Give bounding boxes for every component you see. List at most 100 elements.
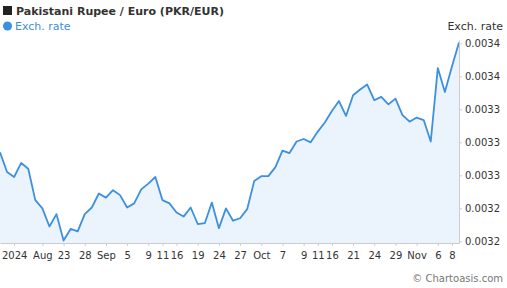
x-tick: Sep bbox=[97, 243, 116, 261]
x-tick-mark bbox=[177, 243, 178, 246]
y-tick-mark bbox=[459, 175, 462, 176]
chart: 2024Aug2328Sep591116192427Oct79111621242… bbox=[0, 0, 507, 288]
y-tick: 0.0033 bbox=[459, 137, 500, 148]
x-tick-mark bbox=[85, 243, 86, 246]
x-tick-mark bbox=[353, 243, 354, 246]
x-tick-label: 24 bbox=[368, 250, 381, 261]
x-tick-mark bbox=[162, 243, 163, 246]
x-tick-label: 21 bbox=[347, 250, 360, 261]
x-tick-label: 19 bbox=[192, 250, 205, 261]
x-tick: 6 bbox=[435, 243, 441, 261]
x-tick-label: 8 bbox=[449, 250, 455, 261]
x-tick: 5 bbox=[124, 243, 130, 261]
x-tick-mark bbox=[42, 243, 43, 246]
series-group bbox=[0, 42, 459, 243]
x-tick-label: Sep bbox=[97, 250, 116, 261]
x-tick-mark bbox=[240, 243, 241, 246]
x-tick: 9 bbox=[146, 243, 152, 261]
y-tick-label: 0.0033 bbox=[465, 137, 500, 148]
x-tick-mark bbox=[304, 243, 305, 246]
y-tick-label: 0.0033 bbox=[465, 104, 500, 115]
y-tick: 0.0034 bbox=[459, 71, 500, 82]
y-tick-label: 0.0034 bbox=[465, 71, 500, 82]
y-tick-label: 0.0032 bbox=[465, 203, 500, 214]
x-tick: 11 bbox=[312, 243, 325, 261]
x-tick-mark bbox=[148, 243, 149, 246]
legend-marker bbox=[3, 22, 12, 31]
x-tick-label: 7 bbox=[280, 250, 286, 261]
x-tick-label: 5 bbox=[124, 250, 130, 261]
y-tick-label: 0.0033 bbox=[465, 170, 500, 181]
x-tick-label: 11 bbox=[157, 250, 170, 261]
x-tick-label: 9 bbox=[301, 250, 307, 261]
x-tick: 8 bbox=[449, 243, 455, 261]
area-fill bbox=[0, 42, 459, 243]
x-tick-label: 16 bbox=[171, 250, 184, 261]
y-tick: 0.0034 bbox=[459, 38, 500, 49]
y-tick-mark bbox=[459, 142, 462, 143]
x-tick-label: 16 bbox=[326, 250, 339, 261]
x-tick: 11 bbox=[157, 243, 170, 261]
x-tick: 24 bbox=[368, 243, 381, 261]
x-tick-label: 6 bbox=[435, 250, 441, 261]
x-tick: 24 bbox=[213, 243, 226, 261]
y-axis: 0.0032 0.0032 0.0033 0.0033 0.0033 0.0034 0.00… bbox=[459, 38, 500, 247]
x-tick: 19 bbox=[192, 243, 205, 261]
x-tick-label: 27 bbox=[234, 250, 247, 261]
x-tick-mark bbox=[374, 243, 375, 246]
x-tick-mark bbox=[14, 243, 15, 246]
x-tick-mark bbox=[219, 243, 220, 246]
x-tick-label: Oct bbox=[253, 250, 270, 261]
x-tick: 16 bbox=[171, 243, 184, 261]
y-tick: 0.0032 bbox=[459, 203, 500, 214]
y-tick: 0.0032 bbox=[459, 236, 500, 247]
y-tick-label: 0.0032 bbox=[465, 236, 500, 247]
y-axis-line bbox=[459, 41, 460, 244]
x-tick-label: 24 bbox=[213, 250, 226, 261]
x-tick-mark bbox=[438, 243, 439, 246]
y-tick-label: 0.0034 bbox=[465, 38, 500, 49]
x-tick-mark bbox=[282, 243, 283, 246]
title-marker bbox=[3, 6, 12, 15]
y-tick: 0.0033 bbox=[459, 104, 500, 115]
x-tick-mark bbox=[452, 243, 453, 246]
x-tick-mark bbox=[106, 243, 107, 246]
y-tick-mark bbox=[459, 76, 462, 77]
x-tick: 21 bbox=[347, 243, 360, 261]
x-tick-label: 28 bbox=[79, 250, 92, 261]
credit: © Chartoasis.com bbox=[412, 273, 503, 284]
x-tick-mark bbox=[417, 243, 418, 246]
x-tick-label: 29 bbox=[390, 250, 403, 261]
x-tick: Aug bbox=[33, 243, 53, 261]
y-tick: 0.0033 bbox=[459, 170, 500, 181]
x-tick: 27 bbox=[234, 243, 247, 261]
x-tick-mark bbox=[64, 243, 65, 246]
x-tick-label: 9 bbox=[146, 250, 152, 261]
legend-label: Exch. rate bbox=[15, 20, 71, 33]
x-axis: 2024Aug2328Sep591116192427Oct79111621242… bbox=[1, 243, 460, 261]
x-tick: 7 bbox=[280, 243, 286, 261]
x-tick-mark bbox=[127, 243, 128, 246]
x-tick-label: Aug bbox=[33, 250, 53, 261]
x-tick: 16 bbox=[326, 243, 339, 261]
line bbox=[0, 42, 459, 240]
x-tick-mark bbox=[261, 243, 262, 246]
x-tick: 23 bbox=[58, 243, 71, 261]
y-tick-mark bbox=[459, 208, 462, 209]
x-tick-label: 23 bbox=[58, 250, 71, 261]
x-tick-mark bbox=[198, 243, 199, 246]
x-tick: 2024 bbox=[2, 243, 27, 261]
legend: Pakistani Rupee / Euro (PKR/EUR) Exch. ra… bbox=[3, 5, 224, 33]
x-tick-mark bbox=[395, 243, 396, 246]
x-tick: Oct bbox=[253, 243, 270, 261]
x-tick: 9 bbox=[301, 243, 307, 261]
title: Pakistani Rupee / Euro (PKR/EUR) bbox=[16, 5, 224, 18]
plot-area: 2024Aug2328Sep591116192427Oct79111621242… bbox=[0, 38, 500, 261]
x-axis-line bbox=[1, 243, 460, 244]
x-tick-mark bbox=[318, 243, 319, 246]
x-tick-label: 2024 bbox=[2, 250, 27, 261]
y-axis-title: Exch. rate bbox=[447, 20, 503, 33]
y-tick-mark bbox=[459, 43, 462, 44]
x-tick: 29 bbox=[390, 243, 403, 261]
y-tick-mark bbox=[459, 109, 462, 110]
